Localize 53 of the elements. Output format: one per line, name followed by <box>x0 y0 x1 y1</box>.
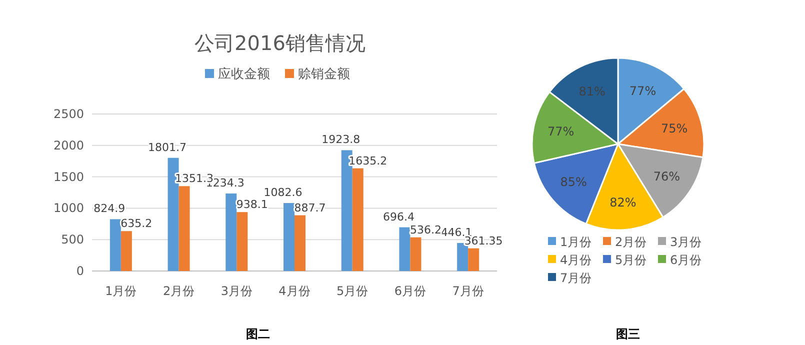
text: 图二 <box>246 327 270 341</box>
legend-label: 6月份 <box>670 253 702 267</box>
data-label: 536.2 <box>410 223 442 236</box>
legend-label: 5月份 <box>615 253 647 267</box>
data-label: 77% <box>629 84 656 98</box>
bar <box>120 231 132 271</box>
x-tick-label: 6月份 <box>394 284 426 298</box>
bar <box>110 219 121 271</box>
data-label: 85% <box>560 175 587 189</box>
data-label: 75% <box>661 121 688 136</box>
legend-label: 3月份 <box>670 235 702 249</box>
x-tick-label: 2月份 <box>162 284 195 298</box>
bar <box>294 215 306 271</box>
data-label: 1801.7 <box>148 140 187 154</box>
bar <box>352 168 364 271</box>
legend-label: 应收金额 <box>218 66 270 82</box>
x-tick-label: 1月份 <box>105 284 137 298</box>
data-label: 1082.6 <box>264 186 302 200</box>
data-label: 77% <box>548 124 574 139</box>
data-label: 76% <box>653 169 680 184</box>
y-tick-label: 2500 <box>53 107 84 121</box>
data-label: 887.7 <box>294 201 326 214</box>
bar <box>284 203 294 271</box>
bar <box>226 193 237 271</box>
y-tick-label: 2000 <box>53 138 84 152</box>
legend-label: 1月份 <box>560 235 592 249</box>
x-tick-label: 3月份 <box>220 284 252 298</box>
y-tick-label: 1500 <box>53 170 84 184</box>
bar <box>178 186 190 271</box>
data-label: 696.4 <box>382 210 414 224</box>
x-tick-label: 5月份 <box>336 284 368 298</box>
bar <box>410 237 422 271</box>
text: 图三 <box>616 327 640 341</box>
chart-title: 公司2016销售情况 <box>194 31 366 55</box>
data-label: 81% <box>578 84 606 99</box>
data-label: 635.2 <box>120 217 152 230</box>
data-label: 824.9 <box>94 202 126 216</box>
bar <box>236 212 248 271</box>
bar <box>399 227 410 271</box>
data-label: 361.35 <box>464 234 503 248</box>
data-label: 1923.8 <box>322 133 360 146</box>
legend-label: 7月份 <box>560 271 592 285</box>
legend-label: 2月份 <box>615 235 647 249</box>
bar <box>468 248 480 271</box>
y-tick-label: 1000 <box>53 201 84 216</box>
x-tick-label: 7月份 <box>452 284 484 298</box>
legend-label: 4月份 <box>560 253 592 267</box>
data-label: 938.1 <box>236 198 268 212</box>
y-tick-label: 500 <box>61 232 84 247</box>
data-label: 82% <box>610 195 636 210</box>
x-tick-label: 4月份 <box>278 284 310 298</box>
y-tick-label: 0 <box>76 264 84 278</box>
legend-label: 赊销金额 <box>298 67 350 82</box>
